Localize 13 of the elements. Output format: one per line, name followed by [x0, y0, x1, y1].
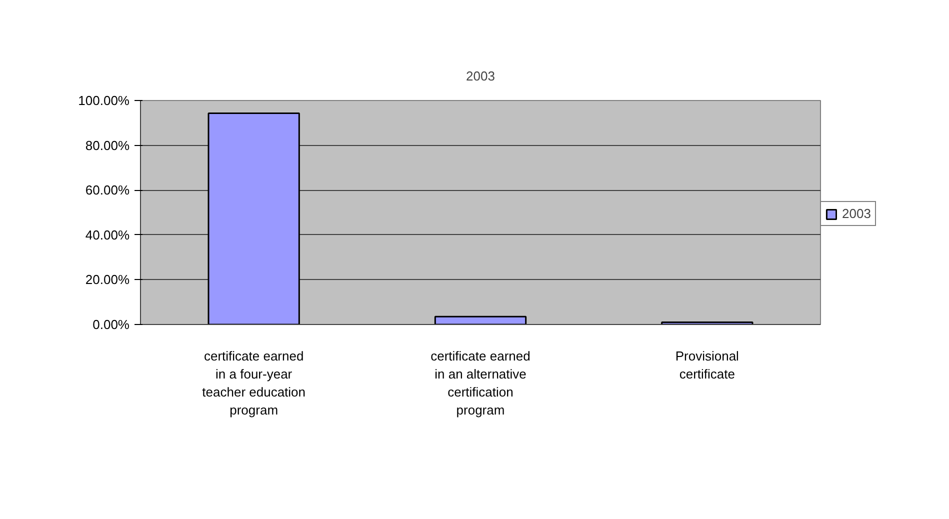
chart-title: 2003: [466, 68, 495, 84]
bar: [434, 316, 527, 324]
x-tick-label: Provisional certificate: [675, 348, 740, 382]
y-tick-label: 20.00%: [85, 272, 130, 288]
bar: [208, 112, 300, 324]
y-tick-label: 100.00%: [78, 93, 130, 108]
x-tick-label: certificate earned in an alternative certification program: [430, 348, 530, 418]
x-tick-label: certificate earned in a four-year teacher education program: [202, 348, 306, 418]
y-tick-label: 80.00%: [85, 138, 130, 153]
legend-label: 2003: [842, 206, 871, 221]
y-tick-label: 60.00%: [85, 182, 130, 198]
y-tick-label: 0.00%: [92, 317, 130, 332]
y-tick-label: 40.00%: [85, 227, 130, 242]
